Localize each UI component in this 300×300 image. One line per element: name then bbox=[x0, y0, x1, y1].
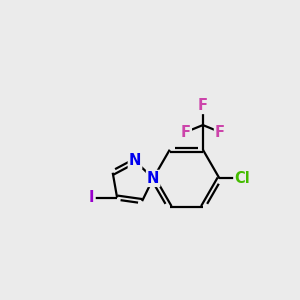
Text: I: I bbox=[89, 190, 94, 205]
Text: Cl: Cl bbox=[234, 171, 250, 186]
Text: N: N bbox=[129, 153, 141, 168]
Text: F: F bbox=[215, 124, 225, 140]
Text: N: N bbox=[147, 171, 159, 186]
Text: F: F bbox=[181, 124, 191, 140]
Text: F: F bbox=[198, 98, 208, 113]
